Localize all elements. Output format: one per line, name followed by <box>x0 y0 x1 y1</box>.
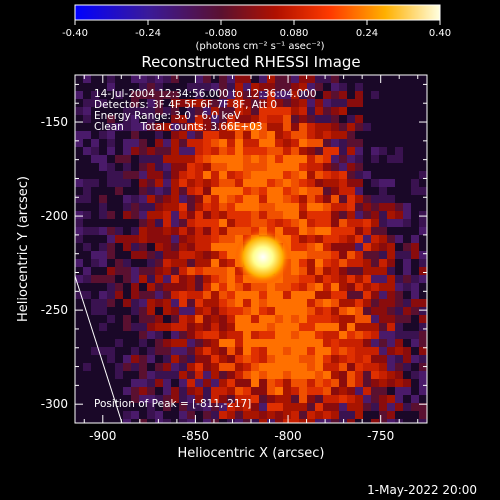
y-tick-label: -200 <box>41 209 68 223</box>
y-tick-label: -300 <box>41 397 68 411</box>
heatmap-image <box>75 75 427 423</box>
solar-limb <box>75 275 123 423</box>
peak-position-label: Position of Peak = [-811,-217] <box>94 398 251 410</box>
annotation-energy: Energy Range: 3.0 - 6.0 keV <box>94 110 242 122</box>
annotation-detectors: Detectors: 3F 4F 5F 6F 7F 8F, Att 0 <box>94 99 277 111</box>
colorbar-tick-label: -0.40 <box>62 28 88 39</box>
annotation-time: 14-Jul-2004 12:34:56.000 to 12:36:04.000 <box>94 88 317 100</box>
colorbar-tick-label: 0.24 <box>356 28 378 39</box>
colorbar-frame <box>74 4 441 21</box>
footer-date: 1-May-2022 20:00 <box>367 483 477 497</box>
peak-source <box>235 229 291 285</box>
colorbar-unit-label: (photons cm⁻² s⁻¹ asec⁻²) <box>195 41 324 52</box>
x-tick-label: -800 <box>274 429 301 443</box>
y-axis-label: Heliocentric Y (arcsec) <box>16 176 31 322</box>
colorbar-tick-label: -0.080 <box>205 28 237 39</box>
colorbar-tick-label: 0.40 <box>429 28 451 39</box>
y-tick-label: -250 <box>41 303 68 317</box>
x-tick-label: -750 <box>367 429 394 443</box>
colorbar-tick-label: 0.080 <box>280 28 309 39</box>
x-tick-label: -850 <box>182 429 209 443</box>
colorbar-tick-label: -0.24 <box>135 28 161 39</box>
x-tick-label: -900 <box>89 429 116 443</box>
y-tick-label: -150 <box>41 115 68 129</box>
annotation-counts: Clean Total counts: 3.66E+03 <box>94 121 263 133</box>
x-axis-label: Heliocentric X (arcsec) <box>178 446 325 461</box>
chart-title: Reconstructed RHESSI Image <box>141 53 360 71</box>
colorbar <box>75 5 440 20</box>
